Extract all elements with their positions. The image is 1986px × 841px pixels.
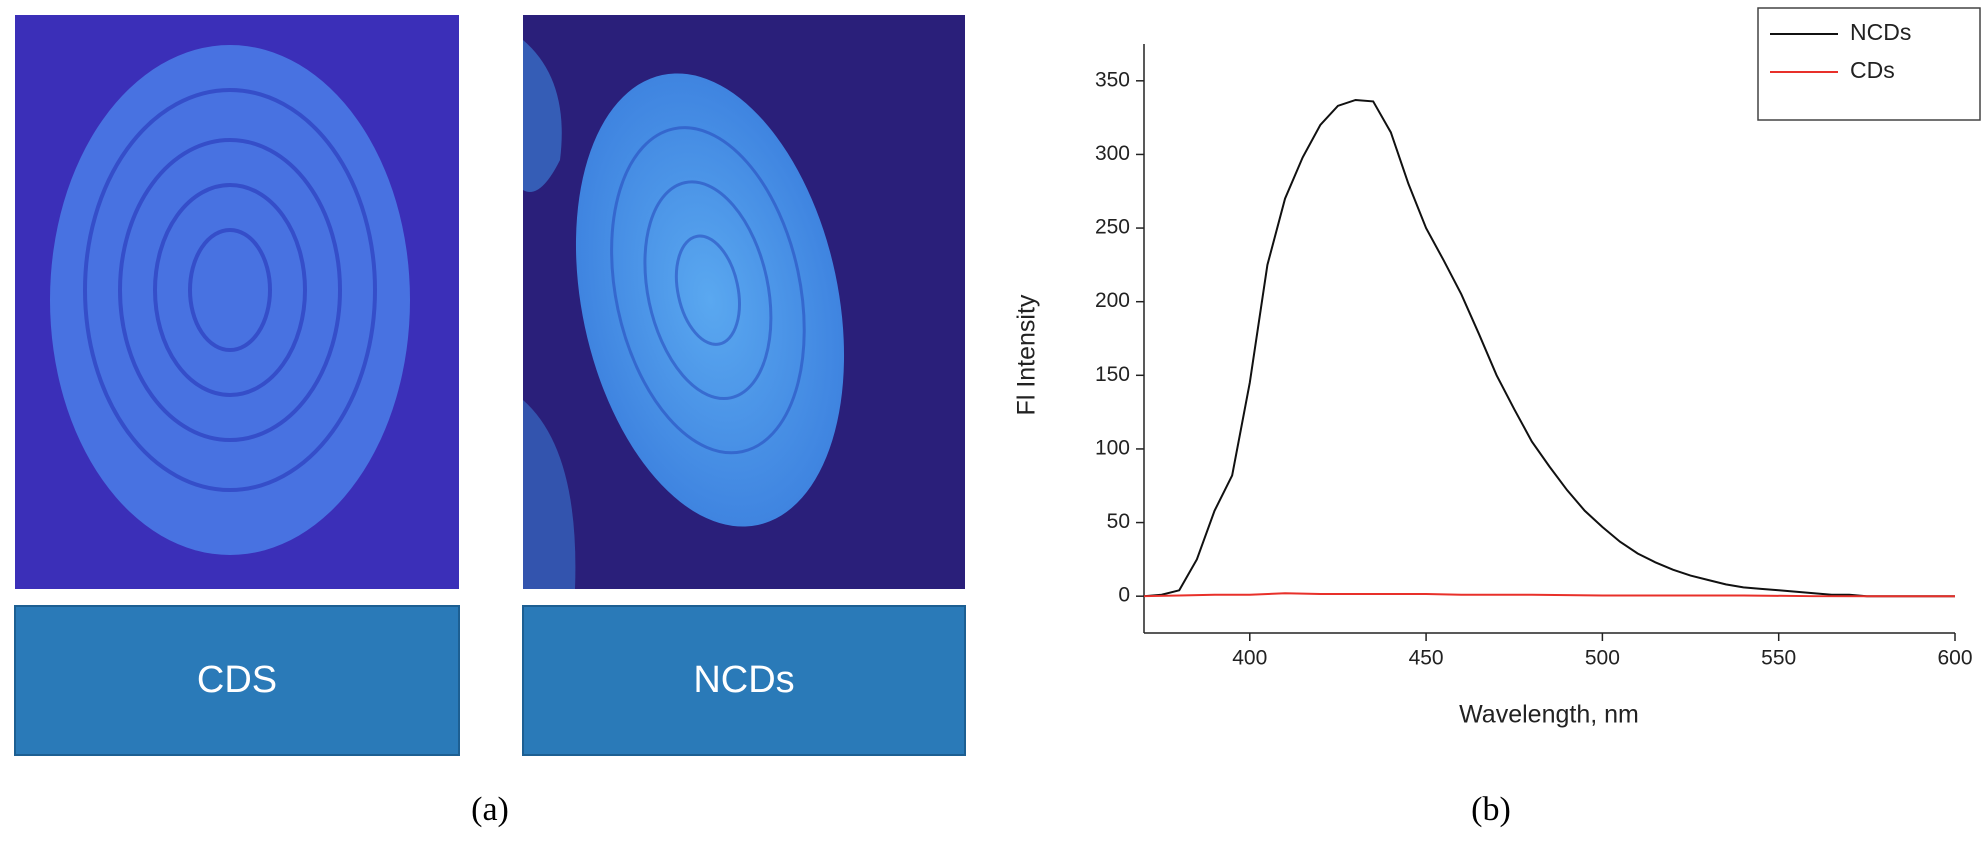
x-tick-label: 450	[1409, 647, 1444, 670]
legend-label: NCDs	[1850, 19, 1911, 45]
label-box	[522, 605, 966, 756]
y-tick-label: 150	[1095, 363, 1130, 386]
y-tick-label: 100	[1095, 436, 1130, 459]
x-axis-title: Wavelength, nm	[1459, 701, 1639, 729]
series-line	[1143, 592, 1955, 598]
y-tick-label: 200	[1095, 289, 1130, 312]
series-line	[1143, 98, 1955, 598]
y-axis-title: Fl Intensity	[1013, 294, 1041, 415]
panel-caption: (b)	[1471, 791, 1511, 828]
x-tick-label: 550	[1761, 647, 1796, 670]
x-tick-label: 500	[1585, 647, 1620, 670]
legend-box	[1757, 7, 1981, 121]
photo-label: CDS	[197, 659, 277, 701]
y-tick-label: 300	[1095, 142, 1130, 165]
y-tick-label: 350	[1095, 68, 1130, 91]
y-tick-label: 250	[1095, 216, 1130, 239]
y-tick-label: 50	[1107, 510, 1130, 533]
x-tick-label: 400	[1232, 647, 1267, 670]
x-tick-label: 600	[1937, 647, 1972, 670]
legend-label: CDs	[1850, 57, 1895, 83]
photo-label: NCDs	[693, 659, 794, 701]
panel-caption: (a)	[471, 791, 509, 828]
photo-cds	[15, 15, 459, 589]
photo-ncds	[523, 15, 965, 589]
label-box	[14, 605, 460, 756]
y-tick-label: 0	[1118, 584, 1130, 607]
plot: 0 50 100 150 200 250 300 350 400 450 500 550 600 NCDs…	[1095, 7, 1981, 670]
